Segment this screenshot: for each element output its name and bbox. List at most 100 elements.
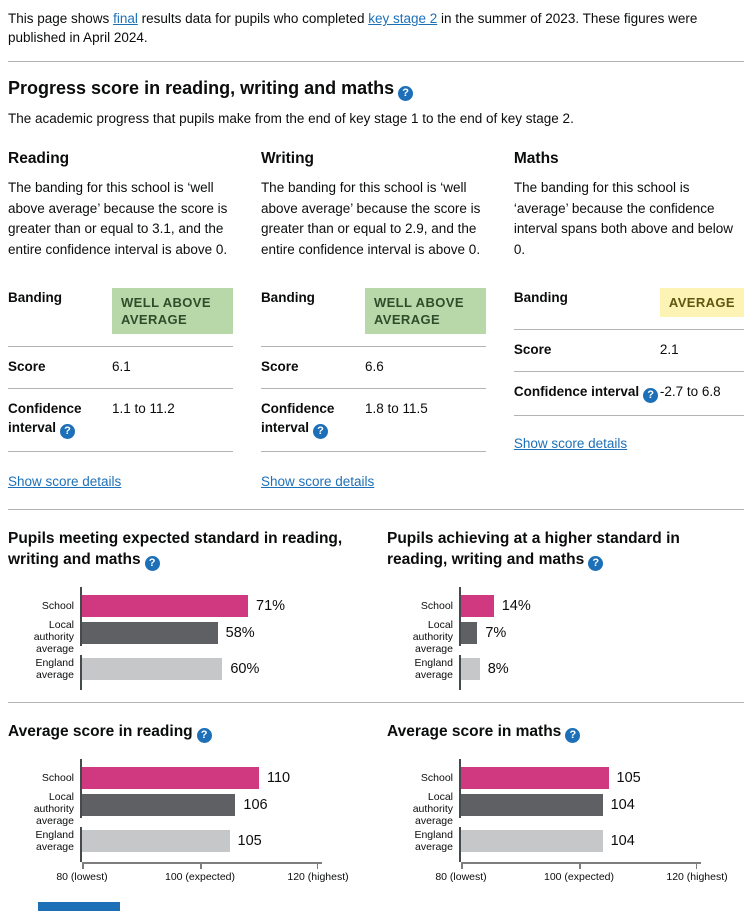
intro-text: This page shows final results data for p… bbox=[8, 0, 744, 61]
category-label: School bbox=[420, 599, 453, 612]
chart-row-school: School 14% bbox=[387, 592, 744, 619]
score-value: 6.6 bbox=[364, 359, 384, 374]
chart-row-local-authority-average: Local authority average 106 bbox=[8, 791, 365, 827]
score-label: Score bbox=[260, 359, 299, 374]
bar bbox=[461, 657, 480, 680]
chart-title: Average score in reading? bbox=[8, 721, 360, 743]
category-label: Local authority average bbox=[412, 791, 453, 827]
chart-title: Pupils meeting expected standard in read… bbox=[8, 528, 360, 571]
final-link[interactable]: final bbox=[113, 11, 138, 26]
maths-table: Banding AVERAGE Score 2.1 Confidence int… bbox=[513, 278, 744, 416]
chart-average-score-reading: Average score in reading? School 110 Local… bbox=[8, 705, 365, 884]
cutoff-blue-element bbox=[38, 902, 120, 911]
help-icon[interactable]: ? bbox=[312, 424, 328, 439]
chart-row-england-average: England average 105 bbox=[8, 827, 365, 854]
writing-table: Banding WELL ABOVE AVERAGE Score 6.6 Con… bbox=[260, 278, 486, 452]
progress-columns: Reading The banding for this school is ‘… bbox=[8, 146, 744, 491]
category-label: Local authority average bbox=[33, 791, 74, 827]
category-label: England average bbox=[414, 828, 453, 853]
value-label: 104 bbox=[610, 796, 635, 813]
ci-label-line1: Confidence bbox=[260, 401, 335, 416]
chart-title: Pupils achieving at a higher standard in… bbox=[387, 528, 739, 571]
ci-label-line1: Confidence bbox=[8, 401, 82, 416]
category-label: England average bbox=[35, 656, 74, 681]
show-score-details-link[interactable]: Show score details bbox=[513, 436, 628, 451]
category-label: School bbox=[420, 771, 453, 784]
axis-tick-label: 100 (expected) bbox=[543, 871, 615, 883]
value-label: 105 bbox=[237, 832, 262, 849]
chart-row-school: School 110 bbox=[8, 764, 365, 791]
category-label: England average bbox=[414, 656, 453, 681]
table-row: Score 2.1 bbox=[513, 330, 744, 372]
axis-tick-label: 80 (lowest) bbox=[435, 871, 487, 883]
key-stage-2-link[interactable]: key stage 2 bbox=[368, 11, 438, 26]
score-label: Score bbox=[8, 359, 46, 374]
category-label: England average bbox=[35, 828, 74, 853]
value-label: 8% bbox=[487, 660, 509, 677]
banding-label: Banding bbox=[8, 290, 62, 305]
progress-section-title-text: Progress score in reading, writing and m… bbox=[8, 78, 395, 98]
show-score-details-link[interactable]: Show score details bbox=[260, 474, 375, 489]
ci-label-line2: interval bbox=[260, 420, 309, 435]
axis-tick-label: 120 (highest) bbox=[666, 871, 728, 883]
table-row: Score 6.1 bbox=[8, 347, 233, 389]
chart-row-england-average: England average 60% bbox=[8, 655, 365, 682]
average-score-charts-row: Average score in reading? School 110 Local… bbox=[8, 703, 744, 896]
help-icon[interactable]: ? bbox=[196, 728, 212, 743]
chart-row-school: School 71% bbox=[8, 592, 365, 619]
help-icon[interactable]: ? bbox=[565, 728, 581, 743]
confidence-interval-label: Confidence interval? bbox=[261, 399, 365, 439]
value-label: 7% bbox=[485, 624, 507, 641]
value-label: 105 bbox=[616, 769, 641, 786]
value-label: 106 bbox=[243, 796, 268, 813]
intro-post: in the summer of 2023. These figures wer… bbox=[8, 11, 698, 45]
bar bbox=[461, 594, 494, 617]
reading-description: The banding for this school is ‘well abo… bbox=[8, 180, 228, 257]
intro-mid: results data for pupils who completed bbox=[137, 11, 369, 26]
bar bbox=[461, 766, 609, 789]
confidence-interval-value: -2.7 to 6.8 bbox=[659, 384, 721, 399]
bar bbox=[461, 793, 603, 816]
bar bbox=[82, 793, 236, 816]
chart-row-local-authority-average: Local authority average 104 bbox=[387, 791, 744, 827]
bar-chart: School 14% Local authority average 7% England… bbox=[387, 587, 744, 690]
chart-row-local-authority-average: Local authority average 58% bbox=[8, 619, 365, 655]
help-icon[interactable]: ? bbox=[144, 556, 160, 571]
writing-heading: Writing bbox=[260, 150, 315, 167]
table-row: Confidence interval? -2.7 to 6.8 bbox=[513, 372, 744, 416]
writing-description: The banding for this school is ‘well abo… bbox=[260, 180, 481, 257]
axis-tick-label: 120 (highest) bbox=[287, 871, 349, 883]
value-label: 104 bbox=[610, 832, 635, 849]
table-row: Banding AVERAGE bbox=[513, 278, 744, 330]
value-label: 71% bbox=[256, 597, 286, 614]
table-row: Confidence interval? 1.8 to 11.5 bbox=[260, 389, 486, 452]
table-row: Banding WELL ABOVE AVERAGE bbox=[8, 278, 233, 347]
banding-badge: WELL ABOVE AVERAGE bbox=[112, 288, 233, 334]
confidence-interval-value: 1.1 to 11.2 bbox=[112, 401, 175, 416]
bar bbox=[82, 657, 223, 680]
ci-label-line2: interval bbox=[8, 420, 57, 435]
chart-row-school: School 105 bbox=[387, 764, 744, 791]
help-icon[interactable]: ? bbox=[60, 424, 76, 439]
percent-charts-row: Pupils meeting expected standard in read… bbox=[8, 510, 744, 702]
axis-tick-label: 80 (lowest) bbox=[56, 871, 108, 883]
intro-pre: This page shows bbox=[8, 11, 114, 26]
maths-description: The banding for this school is ‘average’… bbox=[513, 180, 734, 257]
bar-chart: School 105 Local authority average 104 Englan… bbox=[387, 759, 744, 884]
chart-title-text: Pupils achieving at a higher standard in… bbox=[387, 530, 680, 568]
table-row: Banding WELL ABOVE AVERAGE bbox=[260, 278, 486, 347]
help-icon[interactable]: ? bbox=[398, 86, 414, 101]
reading-heading: Reading bbox=[8, 150, 70, 167]
x-axis: 80 (lowest) 100 (expected) 120 (highest) bbox=[435, 862, 728, 884]
ci-label: Confidence interval bbox=[513, 384, 640, 399]
bar-chart: School 71% Local authority average 58% Englan… bbox=[8, 587, 365, 690]
score-value: 6.1 bbox=[112, 359, 131, 374]
show-score-details-link[interactable]: Show score details bbox=[8, 474, 122, 489]
bar bbox=[461, 621, 478, 644]
chart-title-text: Average score in maths bbox=[387, 723, 562, 740]
help-icon[interactable]: ? bbox=[588, 556, 604, 571]
value-label: 58% bbox=[225, 624, 255, 641]
score-value: 2.1 bbox=[659, 342, 679, 357]
help-icon[interactable]: ? bbox=[643, 388, 659, 403]
